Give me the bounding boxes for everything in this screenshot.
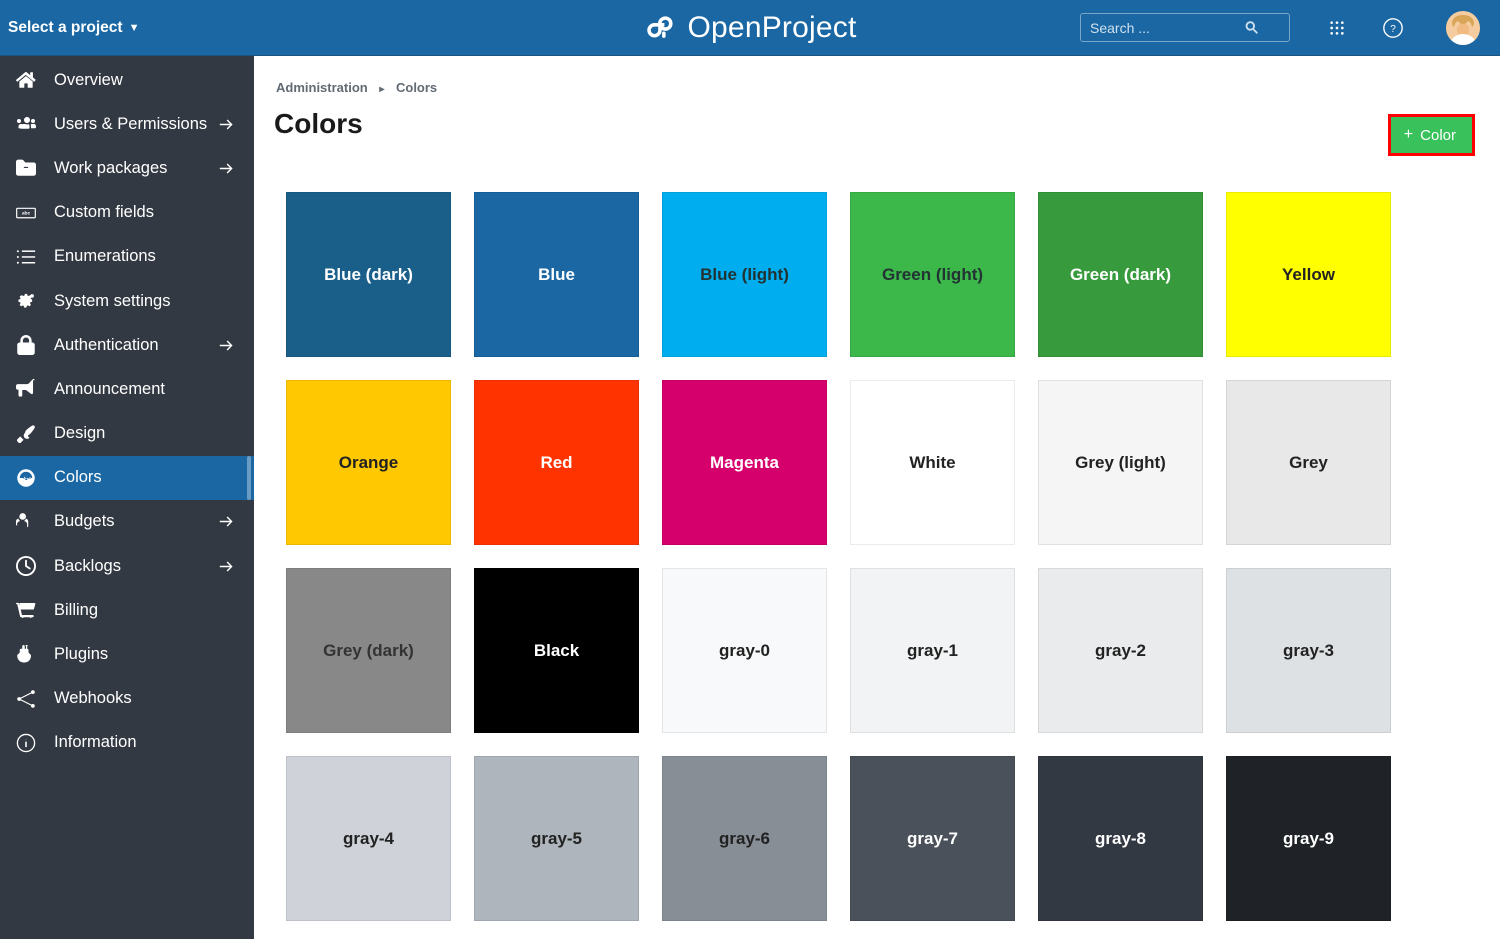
svg-text:abc: abc (22, 210, 31, 216)
svg-text:?: ? (1390, 24, 1396, 35)
